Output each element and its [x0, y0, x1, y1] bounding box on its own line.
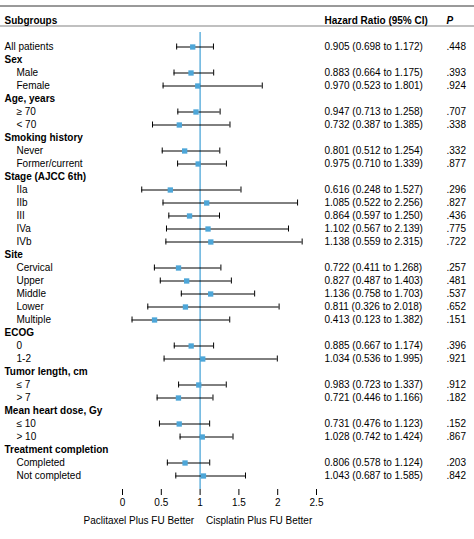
svg-text:≥ 70: ≥ 70: [17, 106, 37, 117]
svg-text:≤ 10: ≤ 10: [17, 418, 37, 429]
svg-text:0: 0: [17, 340, 23, 351]
svg-text:IVa: IVa: [17, 223, 32, 234]
svg-text:Stage (AJCC 6th): Stage (AJCC 6th): [5, 171, 87, 182]
svg-text:0.722 (0.411 to 1.268): 0.722 (0.411 to 1.268): [325, 262, 423, 273]
svg-text:Cisplatin Plus FU Better: Cisplatin Plus FU Better: [206, 515, 313, 526]
svg-text:> 7: > 7: [17, 392, 32, 403]
svg-text:.203: .203: [447, 457, 467, 468]
svg-text:2.5: 2.5: [310, 497, 324, 508]
svg-text:.396: .396: [447, 340, 467, 351]
svg-text:Age, years: Age, years: [5, 93, 56, 104]
svg-text:.827: .827: [447, 197, 467, 208]
svg-text:Female: Female: [17, 80, 51, 91]
svg-text:1.085 (0.522 to 2.256): 1.085 (0.522 to 2.256): [325, 197, 423, 208]
svg-text:0.811 (0.326 to 2.018): 0.811 (0.326 to 2.018): [325, 301, 423, 312]
svg-text:ECOG: ECOG: [5, 327, 35, 338]
svg-text:All patients: All patients: [5, 41, 54, 52]
svg-text:.257: .257: [447, 262, 467, 273]
svg-text:0.864 (0.597 to 1.250): 0.864 (0.597 to 1.250): [325, 210, 423, 221]
svg-text:Site: Site: [5, 249, 24, 260]
svg-text:1.5: 1.5: [232, 497, 246, 508]
svg-text:IIa: IIa: [17, 184, 29, 195]
svg-text:Not completed: Not completed: [17, 470, 81, 481]
svg-text:Lower: Lower: [17, 301, 45, 312]
svg-text:0.731 (0.476 to 1.123): 0.731 (0.476 to 1.123): [325, 418, 423, 429]
svg-text:0.413 (0.123 to 1.382): 0.413 (0.123 to 1.382): [325, 314, 423, 325]
svg-text:0.801 (0.512 to 1.254): 0.801 (0.512 to 1.254): [325, 145, 423, 156]
svg-text:Hazard Ratio (95% CI): Hazard Ratio (95% CI): [325, 15, 428, 26]
svg-text:0.947 (0.713 to 1.258): 0.947 (0.713 to 1.258): [325, 106, 423, 117]
svg-text:1.028 (0.742 to 1.424): 1.028 (0.742 to 1.424): [325, 431, 423, 442]
svg-text:0.983 (0.723 to 1.337): 0.983 (0.723 to 1.337): [325, 379, 423, 390]
svg-text:1-2: 1-2: [17, 353, 32, 364]
svg-text:Subgroups: Subgroups: [5, 15, 58, 26]
svg-text:.924: .924: [447, 80, 467, 91]
svg-text:Completed: Completed: [17, 457, 65, 468]
svg-text:Mean heart dose, Gy: Mean heart dose, Gy: [5, 405, 103, 416]
svg-text:0.806 (0.578 to 1.124): 0.806 (0.578 to 1.124): [325, 457, 423, 468]
svg-text:.722: .722: [447, 236, 467, 247]
svg-text:0.732 (0.387 to 1.385): 0.732 (0.387 to 1.385): [325, 119, 423, 130]
svg-text:IIb: IIb: [17, 197, 29, 208]
svg-text:0.975 (0.710 to 1.339): 0.975 (0.710 to 1.339): [325, 158, 423, 169]
svg-text:1.034 (0.536 to 1.995): 1.034 (0.536 to 1.995): [325, 353, 423, 364]
svg-text:.393: .393: [447, 67, 467, 78]
svg-text:1.043 (0.687 to 1.585): 1.043 (0.687 to 1.585): [325, 470, 423, 481]
svg-text:1.136 (0.758 to 1.703): 1.136 (0.758 to 1.703): [325, 288, 423, 299]
svg-text:0: 0: [120, 497, 126, 508]
svg-text:Paclitaxel Plus FU Better: Paclitaxel Plus FU Better: [83, 515, 194, 526]
svg-text:.775: .775: [447, 223, 467, 234]
svg-text:0.5: 0.5: [154, 497, 168, 508]
svg-text:0.721 (0.446 to 1.166): 0.721 (0.446 to 1.166): [325, 392, 423, 403]
svg-text:.182: .182: [447, 392, 467, 403]
svg-text:.436: .436: [447, 210, 467, 221]
svg-text:Tumor length, cm: Tumor length, cm: [5, 366, 88, 377]
svg-text:.152: .152: [447, 418, 467, 429]
svg-text:.842: .842: [447, 470, 467, 481]
svg-text:Smoking history: Smoking history: [5, 132, 84, 143]
svg-text:0.905 (0.698 to 1.172): 0.905 (0.698 to 1.172): [325, 41, 423, 52]
svg-text:1.102 (0.567 to 2.139): 1.102 (0.567 to 2.139): [325, 223, 423, 234]
svg-text:0.616 (0.248 to 1.527): 0.616 (0.248 to 1.527): [325, 184, 423, 195]
svg-text:1: 1: [197, 497, 203, 508]
svg-text:≤ 7: ≤ 7: [17, 379, 31, 390]
svg-text:.332: .332: [447, 145, 467, 156]
svg-text:.448: .448: [447, 41, 467, 52]
svg-text:0.885 (0.667 to 1.174): 0.885 (0.667 to 1.174): [325, 340, 423, 351]
svg-text:.338: .338: [447, 119, 467, 130]
svg-text:Treatment completion: Treatment completion: [5, 444, 109, 455]
svg-text:2: 2: [275, 497, 281, 508]
svg-text:.912: .912: [447, 379, 467, 390]
svg-text:Middle: Middle: [17, 288, 47, 299]
svg-text:Cervical: Cervical: [17, 262, 53, 273]
svg-text:.867: .867: [447, 431, 467, 442]
svg-text:III: III: [17, 210, 25, 221]
svg-text:0.970 (0.523 to 1.801): 0.970 (0.523 to 1.801): [325, 80, 423, 91]
svg-text:Upper: Upper: [17, 275, 45, 286]
svg-text:0.827 (0.487 to 1.403): 0.827 (0.487 to 1.403): [325, 275, 423, 286]
svg-text:.877: .877: [447, 158, 467, 169]
svg-text:.707: .707: [447, 106, 467, 117]
svg-text:P: P: [447, 15, 454, 26]
svg-text:Multiple: Multiple: [17, 314, 52, 325]
svg-text:Never: Never: [17, 145, 44, 156]
svg-text:.481: .481: [447, 275, 467, 286]
svg-text:Former/current: Former/current: [17, 158, 83, 169]
svg-text:.652: .652: [447, 301, 467, 312]
svg-text:IVb: IVb: [17, 236, 32, 247]
svg-text:Male: Male: [17, 67, 39, 78]
svg-text:> 10: > 10: [17, 431, 37, 442]
svg-text:Sex: Sex: [5, 54, 23, 65]
svg-text:0.883 (0.664 to 1.175): 0.883 (0.664 to 1.175): [325, 67, 423, 78]
svg-text:.537: .537: [447, 288, 467, 299]
svg-text:.296: .296: [447, 184, 467, 195]
svg-text:1.138 (0.559 to 2.315): 1.138 (0.559 to 2.315): [325, 236, 423, 247]
svg-text:< 70: < 70: [17, 119, 37, 130]
svg-text:.921: .921: [447, 353, 467, 364]
svg-text:.151: .151: [447, 314, 467, 325]
